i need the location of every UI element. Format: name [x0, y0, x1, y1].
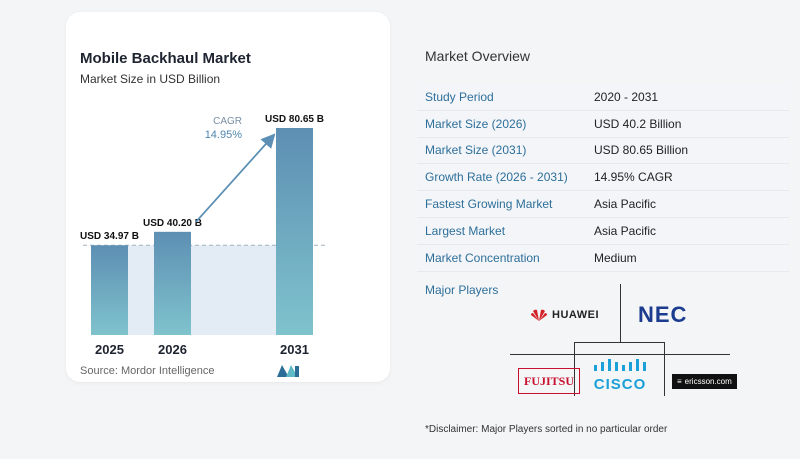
row-value: 14.95% CAGR: [594, 170, 673, 185]
row-label: Market Size (2031): [425, 143, 527, 158]
cagr-value: 14.95%: [205, 129, 243, 141]
huawei-label: HUAWEI: [552, 309, 599, 321]
value-label-2031: USD 80.65 B: [265, 114, 324, 125]
mordor-logo-icon: [277, 365, 299, 377]
row-label: Largest Market: [425, 223, 506, 238]
row-value: 2020 - 2031: [594, 89, 659, 104]
huawei-petal-icon: [531, 309, 547, 321]
row-value: USD 40.2 Billion: [594, 116, 682, 131]
fujitsu-logo: FUJITSU: [518, 368, 581, 394]
row-label: Growth Rate (2026 - 2031): [425, 170, 568, 185]
overview-title: Market Overview: [425, 48, 531, 64]
category-label-2031: 2031: [280, 342, 309, 357]
bar-2026: [154, 231, 191, 335]
major-players-grid: HUAWEI NEC FUJITSU CISCO ≡ ericsson.com: [510, 284, 737, 396]
table-row: Study Period 2020 - 2031: [417, 84, 789, 111]
ericsson-logo: ≡ ericsson.com: [672, 374, 737, 389]
cisco-bridge-icon: [594, 359, 646, 371]
nec-logo: NEC: [638, 302, 688, 327]
cagr-label: CAGR: [213, 116, 242, 127]
cisco-label: CISCO: [593, 376, 647, 393]
category-label-2026: 2026: [158, 342, 187, 357]
row-label: Market Size (2026): [425, 116, 527, 131]
disclaimer: *Disclaimer: Major Players sorted in no …: [425, 424, 668, 435]
table-row: Market Size (2026) USD 40.2 Billion: [417, 110, 789, 138]
bar-2031: [276, 128, 313, 335]
overview-table: Study Period 2020 - 2031 Market Size (20…: [417, 84, 789, 272]
row-value: Asia Pacific: [594, 197, 657, 212]
category-label-2025: 2025: [95, 342, 124, 357]
value-label-2026: USD 40.20 B: [143, 218, 202, 229]
cagr-arrow: [195, 133, 276, 223]
table-row: Largest Market Asia Pacific: [417, 217, 789, 245]
table-row: Market Concentration Medium: [417, 244, 789, 272]
fujitsu-label: FUJITSU: [524, 374, 575, 388]
source-text: Source: Mordor Intelligence: [80, 365, 215, 377]
row-value: Asia Pacific: [594, 223, 657, 238]
value-label-2025: USD 34.97 B: [80, 231, 139, 242]
row-value: USD 80.65 Billion: [594, 143, 689, 158]
row-label: Fastest Growing Market: [425, 197, 553, 212]
bar-chart: USD 34.97 B 2025 USD 40.20 B 2026 USD 80.65 …: [80, 114, 325, 357]
cisco-logo: CISCO: [592, 358, 648, 393]
chart-title: Mobile Backhaul Market: [80, 50, 251, 67]
ericsson-label: ericsson.com: [684, 377, 732, 386]
row-value: Medium: [594, 250, 637, 265]
major-players-title: Major Players: [425, 283, 499, 297]
ericsson-mark-icon: ≡: [677, 377, 682, 386]
bar-2025: [91, 245, 128, 335]
huawei-logo: HUAWEI: [530, 308, 599, 322]
table-row: Growth Rate (2026 - 2031) 14.95% CAGR: [417, 164, 789, 192]
chart-subtitle: Market Size in USD Billion: [80, 72, 221, 86]
table-row: Fastest Growing Market Asia Pacific: [417, 191, 789, 218]
table-row: Market Size (2031) USD 80.65 Billion: [417, 137, 789, 165]
row-label: Market Concentration: [425, 250, 540, 265]
row-label: Study Period: [425, 89, 494, 104]
